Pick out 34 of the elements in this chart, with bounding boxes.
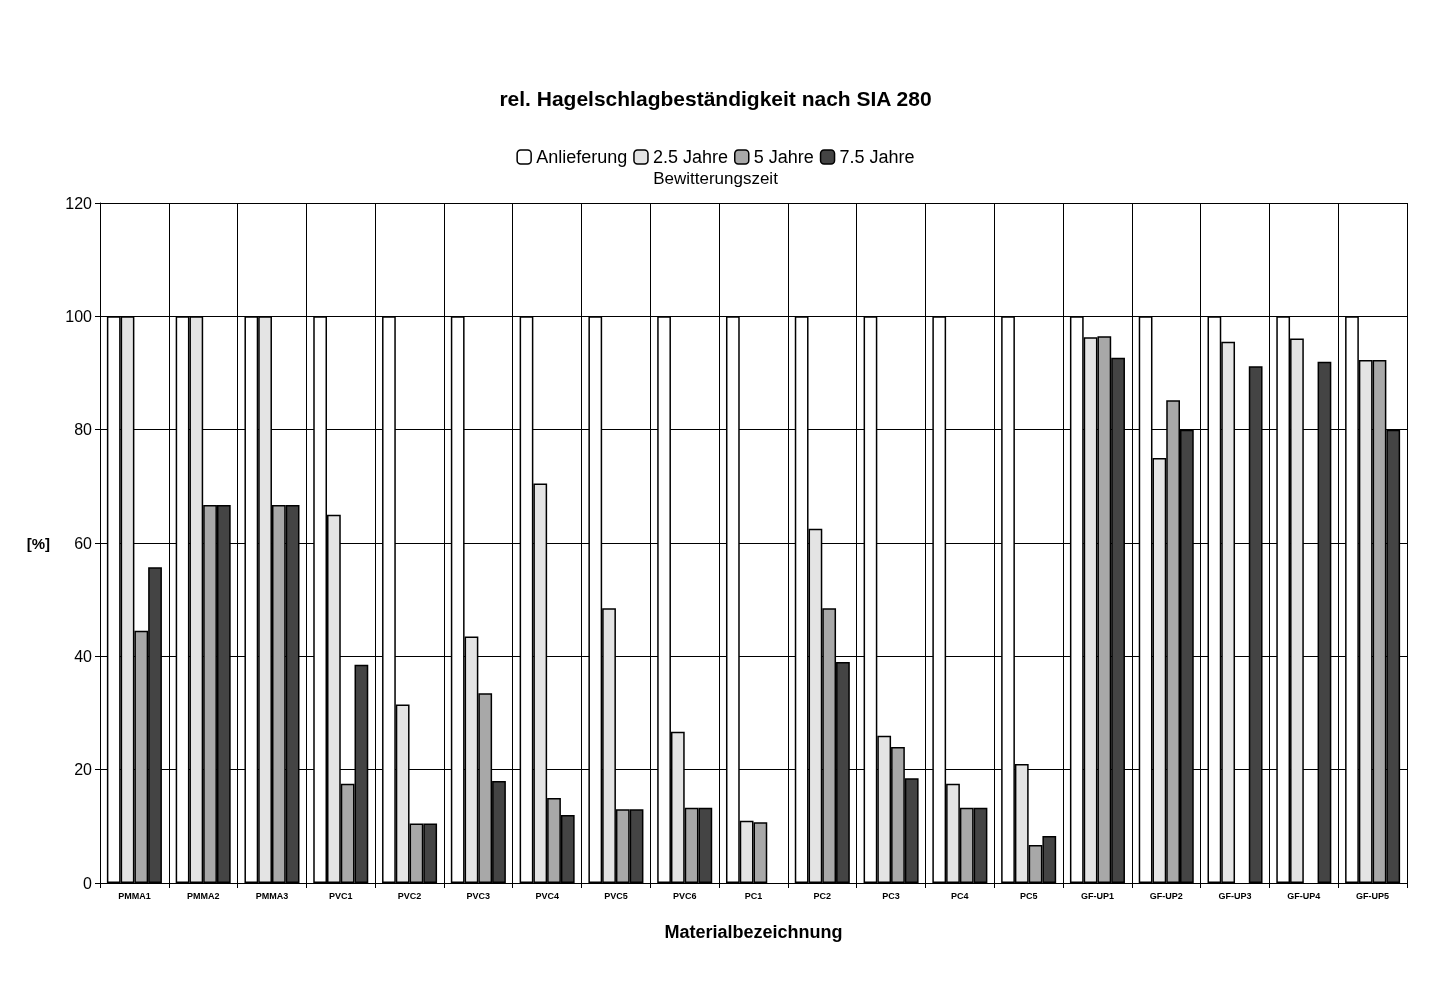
x-axis-title: Materialbezeichnung — [664, 922, 843, 942]
legend-label: 5 Jahre — [753, 147, 814, 167]
x-tick-label: PC3 — [882, 890, 900, 901]
x-tick-label: PC5 — [1019, 890, 1038, 901]
y-tick-label: 100 — [65, 307, 93, 325]
y-axis-title: [%] — [26, 534, 50, 552]
x-tick-label: GF-UP2 — [1149, 890, 1183, 901]
x-tick-label: PC4 — [951, 890, 969, 901]
y-tick-label: 40 — [74, 647, 93, 665]
y-tick-label: 60 — [74, 534, 93, 552]
legend-label: 2.5 Jahre — [652, 147, 729, 167]
x-tick-label: PMMA3 — [255, 890, 289, 901]
legend-title: Bewitterungszeit — [653, 169, 779, 188]
x-tick-label: PMMA1 — [118, 890, 151, 901]
x-tick-label: PMMA2 — [186, 890, 220, 901]
x-tick-label: GF-UP4 — [1287, 890, 1321, 901]
x-tick-label: PVC2 — [397, 890, 422, 901]
x-tick-label: GF-UP3 — [1218, 890, 1252, 901]
x-tick-label: PVC5 — [604, 890, 628, 901]
y-tick-label: 20 — [74, 761, 93, 779]
x-tick-label: PVC1 — [329, 890, 353, 901]
x-tick-label: PC1 — [744, 890, 763, 901]
x-tick-label: PVC6 — [672, 890, 697, 901]
y-tick-label: 0 — [83, 874, 93, 892]
legend-label: 7.5 Jahre — [839, 147, 915, 167]
x-tick-label: GF-UP1 — [1080, 890, 1114, 901]
x-tick-label: PVC4 — [535, 890, 559, 901]
legend-label: Anlieferung — [536, 147, 628, 167]
x-tick-label: PVC3 — [466, 890, 491, 901]
y-tick-label: 80 — [74, 421, 93, 439]
y-tick-label: 120 — [65, 194, 93, 212]
chart-title: rel. Hagelschlagbeständigkeit nach SIA 280 — [499, 87, 932, 110]
x-tick-label: GF-UP5 — [1356, 890, 1390, 901]
x-tick-label: PC2 — [813, 890, 832, 901]
